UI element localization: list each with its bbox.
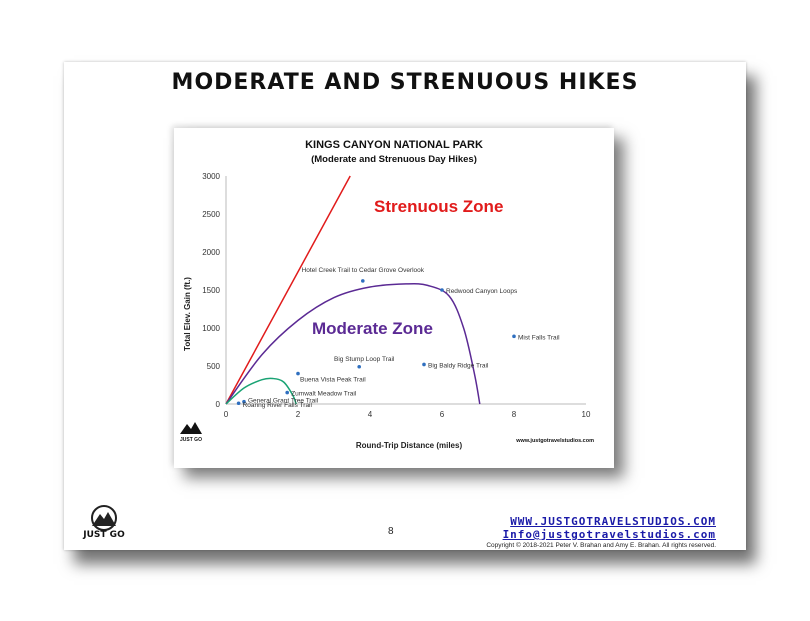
data-point-2 (512, 334, 516, 339)
footer-links: WWW.JUSTGOTRAVELSTUDIOS.COM Info@justgot… (486, 515, 716, 549)
moderate-zone-label: Moderate Zone (312, 319, 433, 338)
chart-logo: JUST GO (180, 422, 202, 443)
strenuous-zone-label: Strenuous Zone (374, 197, 503, 216)
logo-icon: JUST GO (82, 505, 125, 540)
data-point-5 (296, 371, 300, 376)
y-axis-label: Total Elev. Gain (ft.) (183, 277, 192, 351)
chart-points: Hotel Creek Trail to Cedar Grove Overloo… (236, 267, 560, 409)
data-point-label-1: Redwood Canyon Loops (446, 288, 518, 295)
copyright-text: Copyright © 2018-2021 Peter V. Brahan an… (486, 542, 716, 549)
x-tick-label-0: 0 (224, 410, 229, 419)
data-point-label-4: Big Baldy Ridge Trail (428, 362, 489, 369)
data-point-label-8: Roaring River Falls Trail (243, 402, 313, 409)
x-axis-label: Round-Trip Distance (miles) (356, 441, 463, 450)
data-point-0 (361, 279, 365, 283)
logo-text: JUST GO (82, 530, 125, 540)
easy-zone-curve (225, 377, 297, 405)
x-tick-label-5: 10 (582, 410, 591, 419)
y-tick-label-4: 2000 (202, 248, 220, 257)
chart-subtitle: (Moderate and Strenuous Day Hikes) (311, 154, 477, 165)
data-point-7 (242, 399, 246, 404)
data-point-label-3: Big Stump Loop Trail (334, 356, 395, 363)
slide-title: MODERATE AND STRENUOUS HIKES (171, 70, 639, 95)
slide-page: MODERATE AND STRENUOUS HIKES KINGS CANYO… (64, 62, 746, 550)
data-point-1 (440, 288, 444, 292)
email-link[interactable]: Info@justgotravelstudios.com (502, 528, 716, 541)
data-point-label-5: Buena Vista Peak Trail (300, 377, 366, 384)
chart-axes: 0 500 1000 1500 2000 2500 3000 0 2 4 6 8 10 (202, 172, 591, 419)
y-tick-label-5: 2500 (202, 210, 220, 219)
data-point-label-6: Zumwalt Meadow Trail (291, 391, 357, 398)
moderate-zone-curve (225, 283, 481, 405)
chart-title: KINGS CANYON NATIONAL PARK (305, 139, 483, 151)
y-tick-label-2: 1000 (202, 324, 220, 333)
data-point-label-7: General Grant Tree Trail (248, 398, 319, 405)
x-tick-label-4: 8 (512, 410, 517, 419)
strenuous-zone-line (225, 175, 351, 405)
chart-panel: KINGS CANYON NATIONAL PARK (Moderate and… (174, 128, 614, 468)
chart-zone-curves (225, 175, 481, 405)
y-tick-label-6: 3000 (202, 172, 220, 181)
data-point-4 (422, 362, 426, 367)
data-point-label-0: Hotel Creek Trail to Cedar Grove Overloo… (302, 267, 425, 274)
x-tick-label-2: 4 (368, 410, 373, 419)
data-point-6 (285, 390, 289, 395)
data-point-3 (357, 364, 361, 369)
page-number: 8 (388, 526, 394, 537)
data-point-label-2: Mist Falls Trail (518, 334, 560, 341)
x-tick-label-3: 6 (440, 410, 445, 419)
website-link[interactable]: WWW.JUSTGOTRAVELSTUDIOS.COM (510, 515, 716, 528)
y-tick-label-0: 0 (216, 400, 221, 409)
y-tick-label-1: 500 (207, 362, 221, 371)
y-tick-label-3: 1500 (202, 286, 220, 295)
x-tick-label-1: 2 (296, 410, 301, 419)
hike-chart: KINGS CANYON NATIONAL PARK (Moderate and… (180, 139, 594, 450)
chart-logo-text: JUST GO (180, 437, 202, 443)
chart-watermark: www.justgotravelstudios.com (515, 438, 594, 444)
data-point-8 (236, 401, 241, 406)
